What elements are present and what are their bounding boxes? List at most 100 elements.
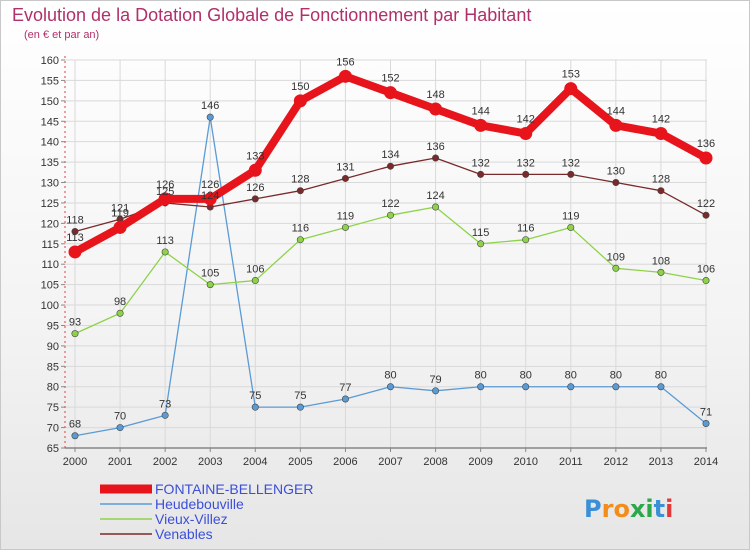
data-point-vieux-villez [386, 211, 394, 219]
y-tick-label: 75 [47, 402, 59, 414]
data-point-venables [296, 187, 304, 195]
data-point-heudebouville [477, 383, 485, 391]
data-label-fontaine-bellenger: 133 [246, 150, 264, 162]
y-tick-label: 145 [41, 116, 59, 128]
x-tick-label: 2011 [559, 456, 583, 468]
data-point-vieux-villez [71, 330, 79, 338]
y-tick-label: 115 [41, 239, 59, 251]
data-label-heudebouville: 80 [610, 370, 622, 382]
data-label-venables: 125 [156, 186, 174, 198]
data-point-vieux-villez [251, 277, 259, 285]
data-label-vieux-villez: 119 [562, 210, 580, 222]
data-point-fontaine-bellenger [609, 118, 623, 132]
data-label-heudebouville: 80 [520, 370, 532, 382]
data-label-heudebouville: 80 [475, 370, 487, 382]
data-label-venables: 131 [336, 161, 354, 173]
data-point-fontaine-bellenger [113, 220, 127, 234]
data-label-venables: 134 [381, 149, 399, 161]
legend-label-venables: Venables [155, 526, 213, 542]
data-point-venables [702, 211, 710, 219]
y-tick-label: 120 [41, 218, 59, 230]
data-label-vieux-villez: 113 [156, 235, 174, 247]
data-label-fontaine-bellenger: 144 [607, 105, 625, 117]
data-label-heudebouville: 68 [69, 419, 81, 431]
y-tick-label: 85 [47, 361, 59, 373]
data-point-venables [612, 179, 620, 187]
y-tick-label: 110 [41, 259, 59, 271]
chart-title: Evolution de la Dotation Globale de Fonc… [12, 5, 531, 25]
data-label-vieux-villez: 109 [607, 251, 625, 263]
data-label-venables: 126 [246, 182, 264, 194]
data-label-heudebouville: 73 [159, 398, 171, 410]
data-point-fontaine-bellenger [248, 163, 262, 177]
data-label-vieux-villez: 98 [114, 296, 126, 308]
x-tick-label: 2003 [198, 456, 222, 468]
data-point-fontaine-bellenger [519, 127, 533, 141]
data-label-venables: 128 [291, 174, 309, 186]
x-tick-label: 2001 [108, 456, 132, 468]
data-label-fontaine-bellenger: 126 [201, 179, 219, 191]
y-tick-label: 140 [41, 137, 59, 149]
y-tick-label: 160 [41, 55, 59, 67]
data-point-vieux-villez [161, 248, 169, 256]
y-tick-label: 105 [41, 280, 59, 292]
data-label-heudebouville: 71 [700, 406, 712, 418]
logo-letter: x [630, 495, 646, 523]
data-point-heudebouville [161, 411, 169, 419]
data-label-fontaine-bellenger: 144 [471, 105, 489, 117]
data-label-venables: 118 [66, 215, 84, 227]
data-point-vieux-villez [612, 264, 620, 272]
data-point-heudebouville [341, 395, 349, 403]
data-label-heudebouville: 80 [655, 370, 667, 382]
y-tick-label: 90 [47, 341, 59, 353]
data-point-heudebouville [522, 383, 530, 391]
data-label-venables: 122 [697, 198, 715, 210]
data-point-vieux-villez [296, 236, 304, 244]
series-group [68, 69, 713, 440]
data-point-fontaine-bellenger [564, 82, 578, 96]
legend-label-vieux-villez: Vieux-Villez [155, 511, 228, 527]
data-point-vieux-villez [657, 268, 665, 276]
data-label-heudebouville: 70 [114, 411, 126, 423]
data-label-vieux-villez: 122 [381, 198, 399, 210]
data-label-heudebouville: 79 [429, 374, 441, 386]
data-label-heudebouville: 80 [384, 370, 396, 382]
data-label-fontaine-bellenger: 113 [66, 232, 84, 244]
y-tick-label: 130 [41, 178, 59, 190]
data-point-heudebouville [71, 432, 79, 440]
data-label-fontaine-bellenger: 153 [562, 69, 580, 81]
data-point-heudebouville [206, 113, 214, 121]
data-point-heudebouville [612, 383, 620, 391]
data-label-fontaine-bellenger: 142 [652, 114, 670, 126]
data-point-vieux-villez [116, 309, 124, 317]
data-point-fontaine-bellenger [699, 151, 713, 165]
data-label-fontaine-bellenger: 142 [517, 114, 535, 126]
data-point-vieux-villez [432, 203, 440, 211]
y-tick-label: 65 [47, 443, 59, 455]
x-tick-label: 2014 [694, 456, 718, 468]
data-point-vieux-villez [206, 281, 214, 289]
data-labels: 113 119 126 126 133 150 156 152 148 144 142 153 144 1… [66, 56, 715, 430]
x-tick-label: 2000 [63, 456, 87, 468]
x-axis-ticks: 2000 2001 2002 2003 2004 2005 2006 2007 2008 2009… [63, 448, 718, 468]
data-label-fontaine-bellenger: 148 [426, 89, 444, 101]
data-label-heudebouville: 80 [565, 370, 577, 382]
chart-subtitle: (en € et par an) [24, 29, 99, 41]
data-label-heudebouville: 77 [339, 382, 351, 394]
data-point-fontaine-bellenger [158, 192, 172, 206]
data-point-vieux-villez [341, 223, 349, 231]
data-point-venables [432, 154, 440, 162]
proxiti-logo: Proxiti [584, 495, 673, 523]
x-tick-label: 2013 [649, 456, 673, 468]
data-label-venables: 136 [426, 141, 444, 153]
data-point-heudebouville [296, 403, 304, 411]
data-label-venables: 121 [111, 202, 129, 214]
data-point-venables [567, 170, 575, 178]
data-label-vieux-villez: 93 [69, 317, 81, 329]
logo-letter: o [613, 495, 630, 523]
data-point-vieux-villez [567, 223, 575, 231]
data-point-heudebouville [251, 403, 259, 411]
data-label-venables: 130 [607, 166, 625, 178]
data-point-fontaine-bellenger [338, 69, 352, 83]
